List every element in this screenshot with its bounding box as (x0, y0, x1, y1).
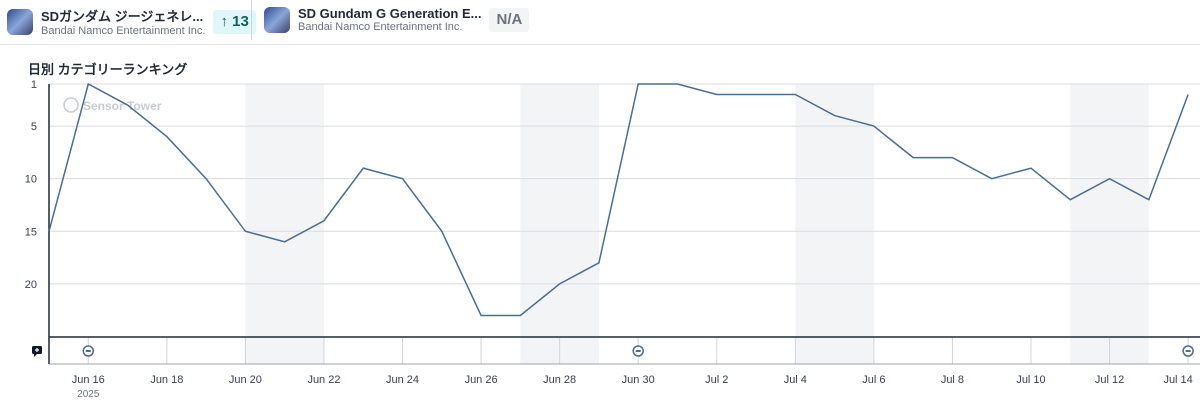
app-publisher: Bandai Namco Entertainment Inc. (41, 25, 206, 37)
x-tick-label: Jul 8 (941, 374, 964, 386)
annotation-dot (1185, 350, 1191, 352)
rank-change-badge: ↑ 13 (213, 9, 256, 34)
annotation-marker-icon (632, 345, 644, 357)
x-tick-label: Jul 14 (1163, 374, 1192, 386)
x-tick-label: Jun 18 (150, 374, 183, 386)
x-tick-label: Jun 30 (622, 374, 655, 386)
annotation-dot (85, 350, 91, 352)
chart-title: 日別 カテゴリーランキング (28, 62, 188, 77)
app-comparison-header: SDガンダム ジージェネレ... Bandai Namco Entertainm… (0, 0, 1200, 45)
x-tick-label: Jun 16 (72, 374, 105, 386)
comment-tail (34, 354, 37, 357)
annotation-marker-icon (82, 345, 95, 357)
app-name: SD Gundam G Generation E... (298, 6, 482, 21)
app-card-1[interactable]: SDガンダム ジージェネレ... Bandai Namco Entertainm… (7, 6, 256, 37)
y-tick-label: 20 (25, 279, 37, 291)
app-icon (264, 6, 290, 33)
y-tick-label: 5 (31, 121, 37, 133)
x-tick-label: Jul 6 (862, 374, 885, 386)
add-annotation-icon[interactable] (32, 346, 42, 357)
x-tick-label: Jul 2 (705, 374, 728, 386)
app-card-2[interactable]: SD Gundam G Generation E... Bandai Namco… (264, 6, 530, 33)
annotation-marker-icon (1182, 345, 1194, 357)
weekend-band (1070, 84, 1149, 364)
weekend-band (795, 84, 874, 364)
annotation-dot (635, 350, 641, 352)
x-tick-label: Jul 10 (1016, 374, 1045, 386)
y-tick-label: 1 (31, 79, 37, 91)
x-tick-label: Jun 26 (465, 374, 498, 386)
y-tick-label: 15 (25, 226, 37, 238)
series-line (48, 82, 1189, 317)
weekend-band (245, 84, 324, 364)
plus (35, 348, 39, 352)
app-icon (7, 8, 33, 35)
x-tick-label: Jun 24 (386, 374, 419, 386)
y-tick-label: 10 (25, 174, 37, 186)
rank-change-badge: N/A (489, 7, 530, 32)
watermark: Sensor Tower (83, 99, 162, 113)
x-tick-label: Jul 4 (784, 374, 807, 386)
weekend-band (520, 84, 599, 364)
divider (251, 0, 252, 40)
app-publisher: Bandai Namco Entertainment Inc. (298, 21, 463, 33)
app-name: SDガンダム ジージェネレ... (41, 9, 204, 24)
x-tick-label: Jun 20 (229, 374, 262, 386)
sensor-tower-logo-icon (63, 97, 79, 113)
year-label: 2025 (77, 389, 100, 400)
x-tick-label: Jun 22 (307, 374, 340, 386)
x-tick-label: Jul 12 (1095, 374, 1124, 386)
x-tick-label: Jun 28 (543, 374, 576, 386)
